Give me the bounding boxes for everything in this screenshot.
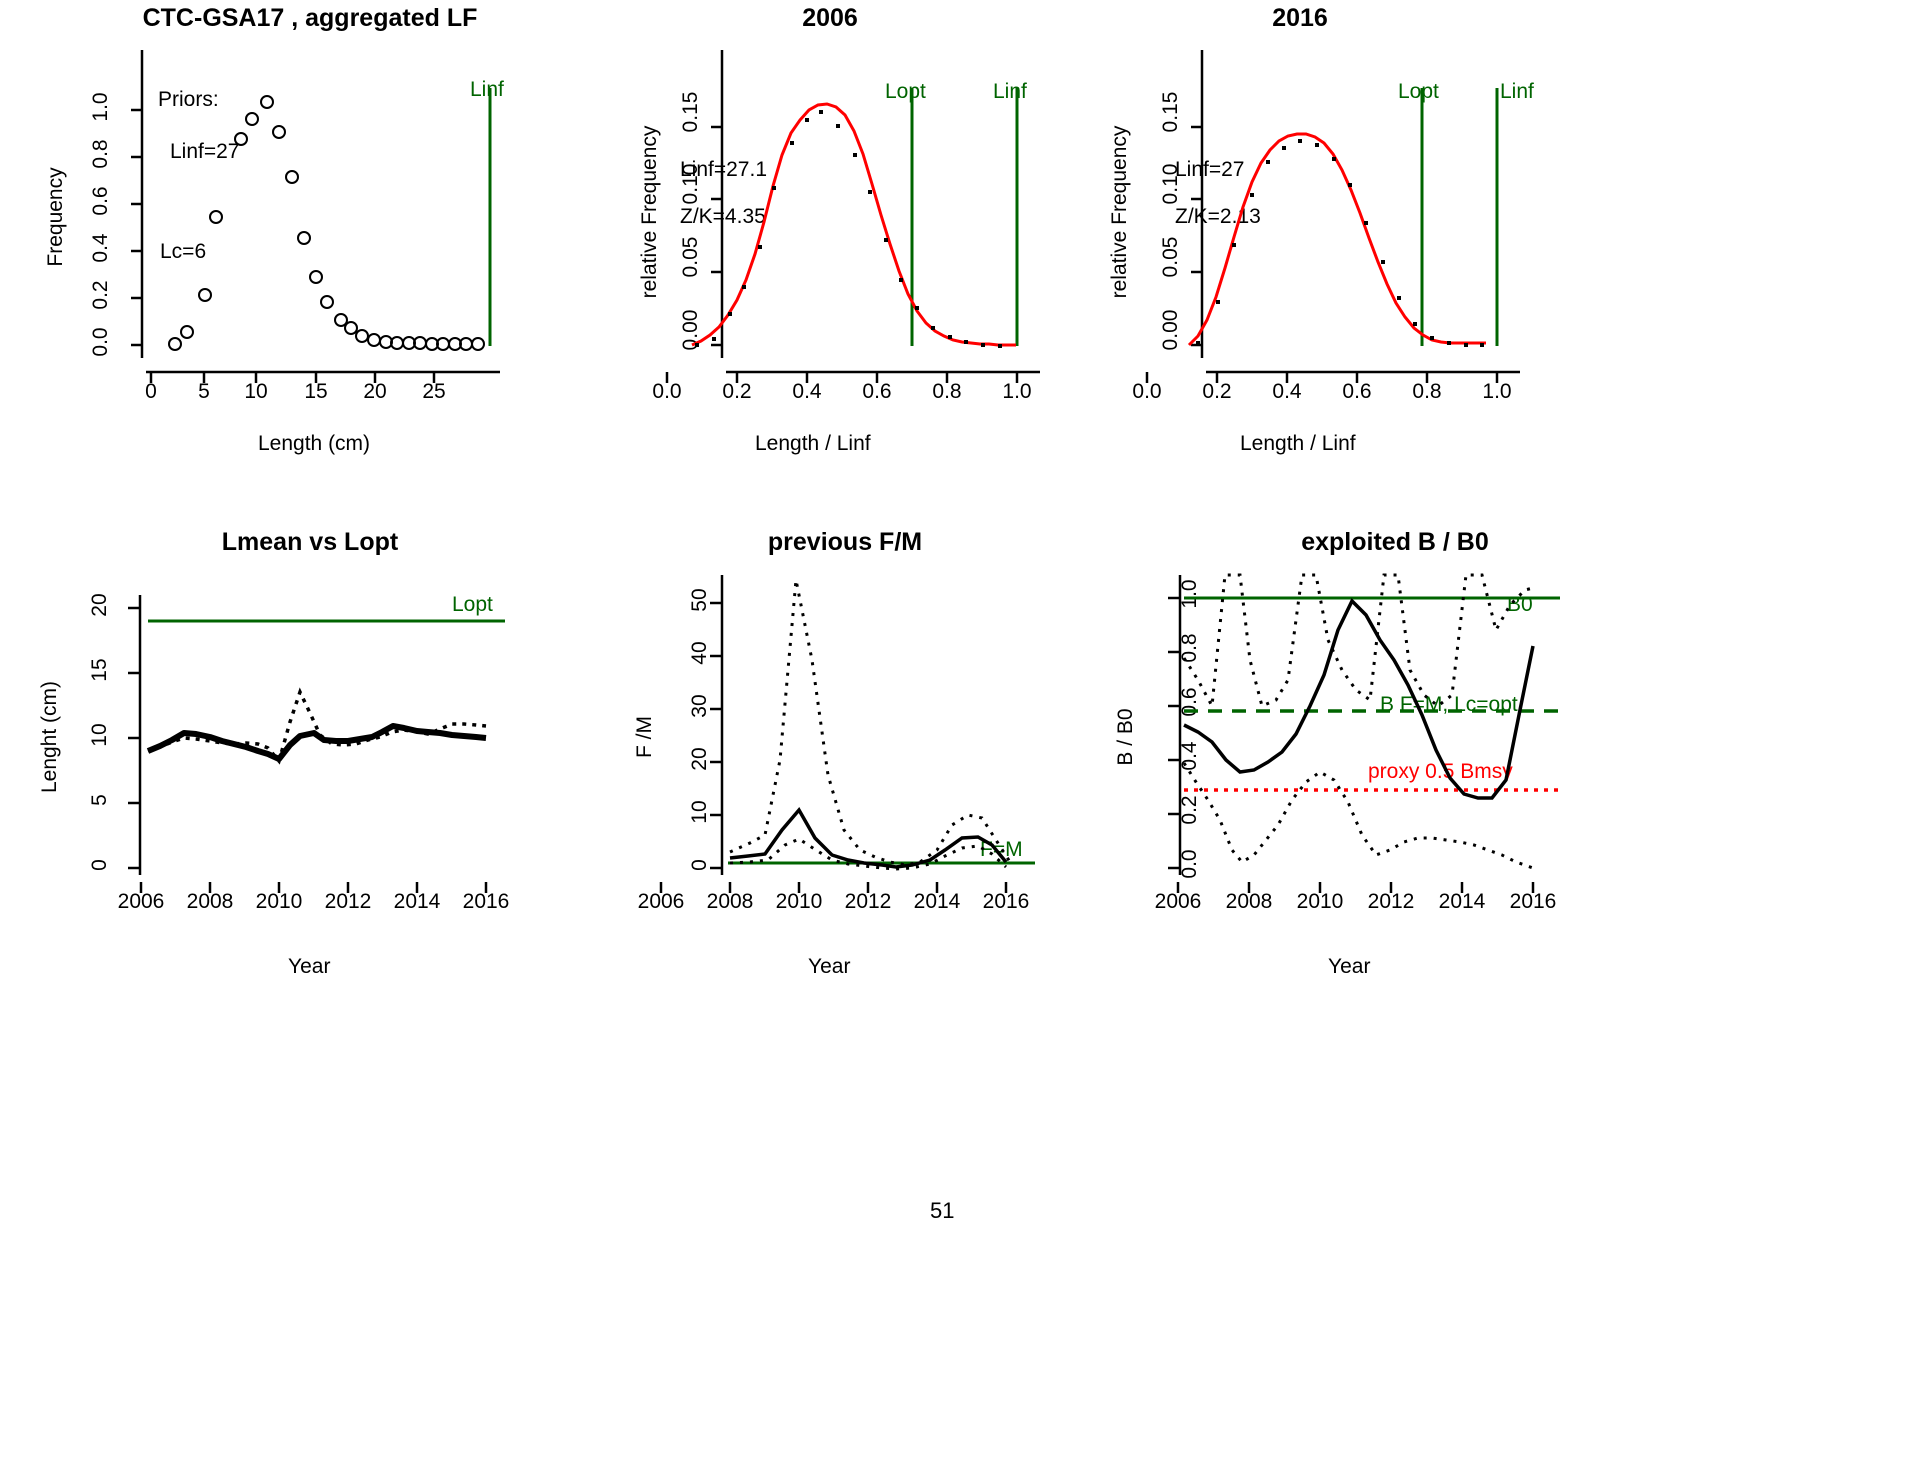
- panel4-xtick-0: 2006: [117, 890, 165, 913]
- panel1-priors-label: Priors:: [158, 88, 219, 111]
- panel6-xtick-4: 2014: [1438, 890, 1486, 913]
- panel4-x-axis-title: Year: [288, 955, 331, 978]
- panel3-xtick-2: 0.4: [1272, 380, 1302, 403]
- panel6-x-axis-title: Year: [1328, 955, 1371, 978]
- panel3-xtick-0: 0.0: [1132, 380, 1162, 403]
- panel3-xtick-3: 0.6: [1342, 380, 1372, 403]
- panel4-title: Lmean vs Lopt: [221, 528, 399, 556]
- panel2-x-axis-title: Length / Linf: [755, 432, 871, 455]
- panel6-xtick-1: 2008: [1225, 890, 1273, 913]
- panel3-plot-area: [1145, 50, 1520, 383]
- panel6-xtick-2: 2010: [1296, 890, 1344, 913]
- panel3-x-axis-title: Length / Linf: [1240, 432, 1356, 455]
- panel5-x-axis-title: Year: [808, 955, 851, 978]
- panel1-xtick-3: 15: [304, 380, 328, 403]
- panel3-lopt-line-label: Lopt: [1398, 80, 1439, 103]
- page-number: 51: [930, 1198, 955, 1223]
- panel4-plot-area: [128, 595, 505, 893]
- panel-2006-lf: 2006 relative Frequency Length / Linf 0.…: [600, 0, 1120, 470]
- panel-exploited-b-over-b0: exploited B / B0 B / B0 Year 0.0 0.2 0.4…: [1070, 510, 1630, 1000]
- panel1-title: CTC-GSA17 , aggregated LF: [142, 4, 478, 32]
- panel6-xtick-5: 2016: [1509, 890, 1557, 913]
- panel6-title: exploited B / B0: [1301, 528, 1489, 556]
- panel4-xtick-5: 2016: [462, 890, 510, 913]
- panel-2016-lf: 2016 relative Frequency Length / Linf 0.…: [1070, 0, 1590, 470]
- panel3-xtick-1: 0.2: [1202, 380, 1232, 403]
- panel2-linf-value: Linf=27.1: [680, 158, 767, 181]
- panel5-xtick-4: 2014: [913, 890, 961, 913]
- panel3-xtick-5: 1.0: [1482, 380, 1512, 403]
- panel6-proxy-bmsy-line-label: proxy 0.5 Bmsy: [1368, 760, 1513, 783]
- panel1-x-axis-title: Length (cm): [258, 432, 371, 455]
- panel2-xtick-1: 0.2: [722, 380, 752, 403]
- panel1-xtick-0: 0: [145, 380, 157, 403]
- panel2-lopt-line-label: Lopt: [885, 80, 926, 103]
- panel5-xtick-2: 2010: [775, 890, 823, 913]
- panel1-linf-line-label: Linf: [470, 78, 504, 101]
- panel1-linf-prior: Linf=27: [170, 140, 240, 163]
- panel-previous-f-over-m: previous F/M F /M Year 0 10 20 30 40 50 …: [600, 510, 1120, 1000]
- panel2-xtick-4: 0.8: [932, 380, 962, 403]
- panel4-xtick-1: 2008: [186, 890, 234, 913]
- panel6-xtick-3: 2012: [1367, 890, 1415, 913]
- panel5-xtick-5: 2016: [982, 890, 1030, 913]
- panel1-xtick-1: 5: [198, 380, 210, 403]
- panel2-xtick-3: 0.6: [862, 380, 892, 403]
- panel-lmean-vs-lopt: Lmean vs Lopt Lenght (cm) Year 0 5 10 15…: [0, 510, 640, 1000]
- panel5-xtick-3: 2012: [844, 890, 892, 913]
- panel5-xtick-0: 2006: [637, 890, 685, 913]
- panel2-xtick-5: 1.0: [1002, 380, 1032, 403]
- panel2-plot-area: [665, 50, 1040, 383]
- panel1-xtick-4: 20: [363, 380, 387, 403]
- panel3-xtick-4: 0.8: [1412, 380, 1442, 403]
- panel4-xtick-2: 2010: [255, 890, 303, 913]
- panel6-plot-area: [1168, 573, 1560, 893]
- panel2-xtick-2: 0.4: [792, 380, 822, 403]
- panel2-xtick-0: 0.0: [652, 380, 682, 403]
- panel4-xtick-4: 2014: [393, 890, 441, 913]
- panel5-title: previous F/M: [767, 528, 923, 556]
- panel1-xtick-2: 10: [244, 380, 268, 403]
- panel5-xtick-1: 2008: [706, 890, 754, 913]
- panel1-xtick-5: 25: [422, 380, 446, 403]
- panel1-plot-area: [131, 50, 500, 383]
- panel-aggregated-lf: CTC-GSA17 , aggregated LF Frequency Leng…: [0, 0, 640, 470]
- panel5-plot-area: [659, 575, 1035, 893]
- panel3-title: 2016: [1272, 4, 1328, 32]
- panel2-title: 2006: [802, 4, 858, 32]
- panel3-linf-line-label: Linf: [1500, 80, 1534, 103]
- panel3-linf-value: Linf=27: [1175, 158, 1245, 181]
- panel4-lopt-line-label: Lopt: [452, 593, 493, 616]
- panel1-lc-prior: Lc=6: [160, 240, 207, 263]
- panel4-xtick-3: 2012: [324, 890, 372, 913]
- panel6-xtick-0: 2006: [1154, 890, 1202, 913]
